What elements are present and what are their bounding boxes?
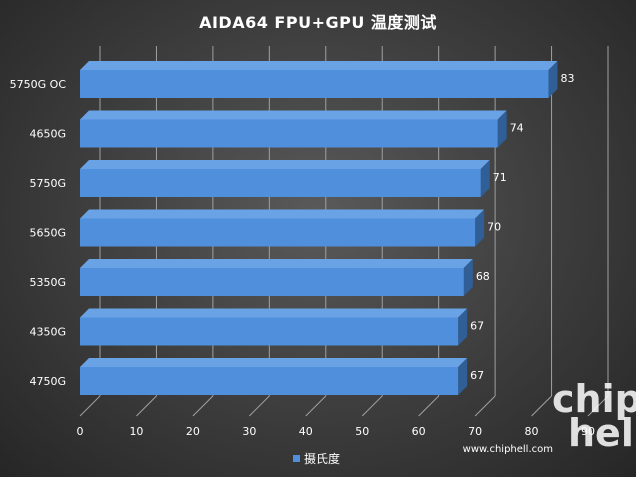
x-tick-label: 10 <box>129 425 143 438</box>
gridline-floor <box>305 395 327 417</box>
data-label: 70 <box>487 221 501 234</box>
bar-side <box>475 209 485 247</box>
x-tick-label: 80 <box>525 425 539 438</box>
category-label: 5350G <box>29 276 66 289</box>
bar <box>80 169 481 197</box>
x-tick-label: 30 <box>242 425 256 438</box>
bar-top <box>80 209 485 219</box>
watermark-logo: hell <box>568 411 636 455</box>
bar-top <box>80 308 468 318</box>
bar-side <box>480 160 490 197</box>
legend: 摄氏度 <box>293 451 340 466</box>
gridline-floor <box>192 395 214 417</box>
legend-swatch <box>293 455 300 462</box>
x-tick-label: 0 <box>77 425 84 438</box>
bar-side <box>497 110 507 148</box>
x-tick-label: 60 <box>412 425 426 438</box>
legend-label: 摄氏度 <box>304 451 340 466</box>
gridline-floor <box>79 395 101 417</box>
watermark-url: www.chiphell.com <box>463 444 553 455</box>
bar-top <box>80 61 558 70</box>
data-label: 67 <box>470 369 484 382</box>
labels: 5750G OC 83 4650G 74 5750G 71 5650G 70 5350G 68 43… <box>10 72 595 438</box>
bar <box>80 119 498 148</box>
category-label: 4350G <box>29 326 66 339</box>
x-tick-label: 20 <box>186 425 200 438</box>
data-label: 74 <box>510 122 524 135</box>
gridline-floor <box>136 395 157 417</box>
bar-top <box>80 110 507 120</box>
bar-side <box>458 358 468 395</box>
x-tick-label: 90 <box>581 425 595 438</box>
gridline-floor <box>418 395 440 417</box>
category-label: 5650G <box>29 227 66 240</box>
category-label: 5750G <box>29 177 66 190</box>
bar-top <box>80 259 473 268</box>
category-label: 4750G <box>29 375 66 388</box>
data-label: 71 <box>493 171 507 184</box>
x-tick-label: 40 <box>299 425 313 438</box>
x-tick-label: 50 <box>355 425 369 438</box>
bar-side <box>463 259 473 296</box>
bar <box>80 268 464 296</box>
chart-title: AIDA64 FPU+GPU 温度测试 <box>199 13 437 32</box>
bar-top <box>80 160 490 169</box>
bar <box>80 70 549 98</box>
gridline-floor <box>474 395 496 417</box>
x-tick-label: 70 <box>468 425 482 438</box>
watermark-logo: chip <box>552 377 636 421</box>
data-label: 67 <box>470 320 484 333</box>
gridline-floor <box>248 395 270 417</box>
bar <box>80 317 459 346</box>
watermark: chip hell www.chiphell.com <box>463 377 636 455</box>
gridline-floor <box>531 395 552 417</box>
bar-side <box>548 61 558 98</box>
bar-side <box>458 308 468 346</box>
bar-top <box>80 358 468 367</box>
category-label: 4650G <box>29 128 66 141</box>
bar <box>80 218 476 247</box>
gridline-floor <box>587 395 609 417</box>
data-label: 68 <box>476 270 490 283</box>
gridline-floor <box>361 395 383 417</box>
category-label: 5750G OC <box>10 78 67 91</box>
data-label: 83 <box>560 72 574 85</box>
bar <box>80 367 459 395</box>
bars <box>80 61 558 395</box>
